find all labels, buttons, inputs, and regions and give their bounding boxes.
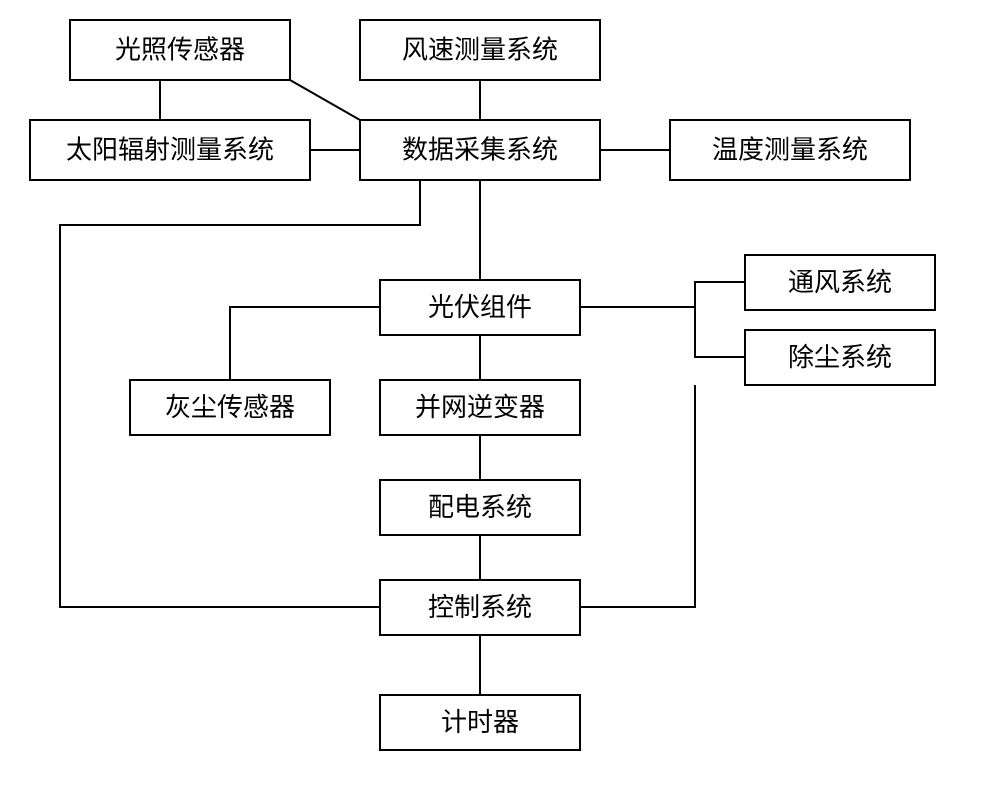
edge-dust-sensor-pv-module <box>230 307 380 380</box>
node-label-control-system: 控制系统 <box>428 593 532 622</box>
node-label-solar-radiation: 太阳辐射测量系统 <box>66 136 274 165</box>
node-timer: 计时器 <box>380 695 580 750</box>
node-wind-speed: 风速测量系统 <box>360 20 600 80</box>
node-dust-sensor: 灰尘传感器 <box>130 380 330 435</box>
node-solar-radiation: 太阳辐射测量系统 <box>30 120 310 180</box>
edge-light-sensor-data-acq <box>290 80 360 120</box>
node-label-data-acq: 数据采集系统 <box>402 136 558 165</box>
node-pv-module: 光伏组件 <box>380 280 580 335</box>
node-label-dust-removal: 除尘系统 <box>788 343 892 372</box>
node-control-system: 控制系统 <box>380 580 580 635</box>
node-label-light-sensor: 光照传感器 <box>115 36 245 65</box>
node-label-dust-sensor: 灰尘传感器 <box>165 393 295 422</box>
edge-pv-module-dust-removal <box>695 307 745 357</box>
edge-control-system-dust-removal-loop <box>580 385 695 607</box>
node-label-timer: 计时器 <box>441 708 519 737</box>
node-label-ventilation: 通风系统 <box>788 268 892 297</box>
node-label-power-distribution: 配电系统 <box>428 493 532 522</box>
node-inverter: 并网逆变器 <box>380 380 580 435</box>
node-ventilation: 通风系统 <box>745 255 935 310</box>
node-light-sensor: 光照传感器 <box>70 20 290 80</box>
edge-pv-module-ventilation <box>580 282 745 307</box>
node-dust-removal: 除尘系统 <box>745 330 935 385</box>
node-label-temp-measure: 温度测量系统 <box>712 136 868 165</box>
flowchart-diagram: 光照传感器 风速测量系统太阳辐射测量系统 数据采集系统 温度测量系统光伏组件 通风系统除… <box>0 0 1000 796</box>
node-data-acq: 数据采集系统 <box>360 120 600 180</box>
node-label-inverter: 并网逆变器 <box>415 393 545 422</box>
node-label-pv-module: 光伏组件 <box>428 293 532 322</box>
node-power-distribution: 配电系统 <box>380 480 580 535</box>
node-temp-measure: 温度测量系统 <box>670 120 910 180</box>
node-label-wind-speed: 风速测量系统 <box>402 36 558 65</box>
